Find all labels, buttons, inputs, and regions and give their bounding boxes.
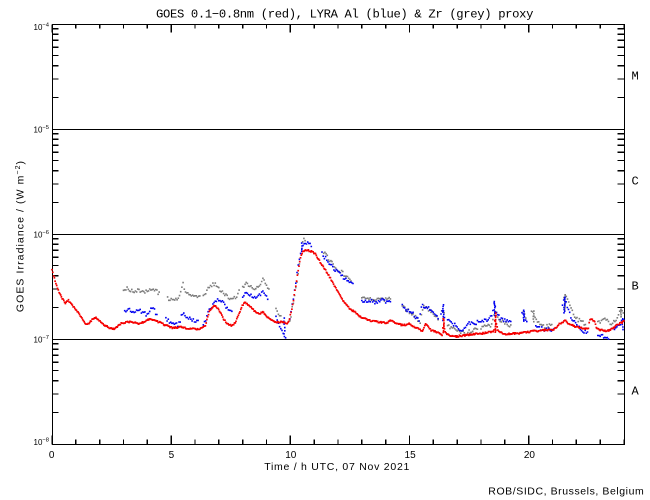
svg-text:10−4: 10−4 xyxy=(34,23,50,33)
svg-text:10: 10 xyxy=(285,450,297,461)
svg-text:5: 5 xyxy=(169,450,175,461)
svg-text:10−7: 10−7 xyxy=(34,335,50,345)
svg-text:GOES Irradiance / (W m−2): GOES Irradiance / (W m−2) xyxy=(15,160,27,312)
svg-text:0: 0 xyxy=(49,450,55,461)
svg-text:M: M xyxy=(632,70,639,84)
svg-text:10−5: 10−5 xyxy=(34,125,50,135)
svg-text:B: B xyxy=(632,280,639,294)
svg-text:ROB/SIDC, Brussels, Belgium: ROB/SIDC, Brussels, Belgium xyxy=(488,486,644,498)
svg-text:20: 20 xyxy=(524,450,536,461)
svg-text:15: 15 xyxy=(405,450,417,461)
svg-text:GOES 0.1−0.8nm (red), LYRA Al: GOES 0.1−0.8nm (red), LYRA Al (blue) & Z… xyxy=(156,8,533,22)
svg-text:10−8: 10−8 xyxy=(34,438,50,448)
svg-text:10−6: 10−6 xyxy=(34,230,50,240)
svg-text:Time / h UTC, 07 Nov 2021: Time / h UTC, 07 Nov 2021 xyxy=(264,461,410,473)
svg-text:C: C xyxy=(632,175,639,189)
svg-text:A: A xyxy=(632,385,640,399)
